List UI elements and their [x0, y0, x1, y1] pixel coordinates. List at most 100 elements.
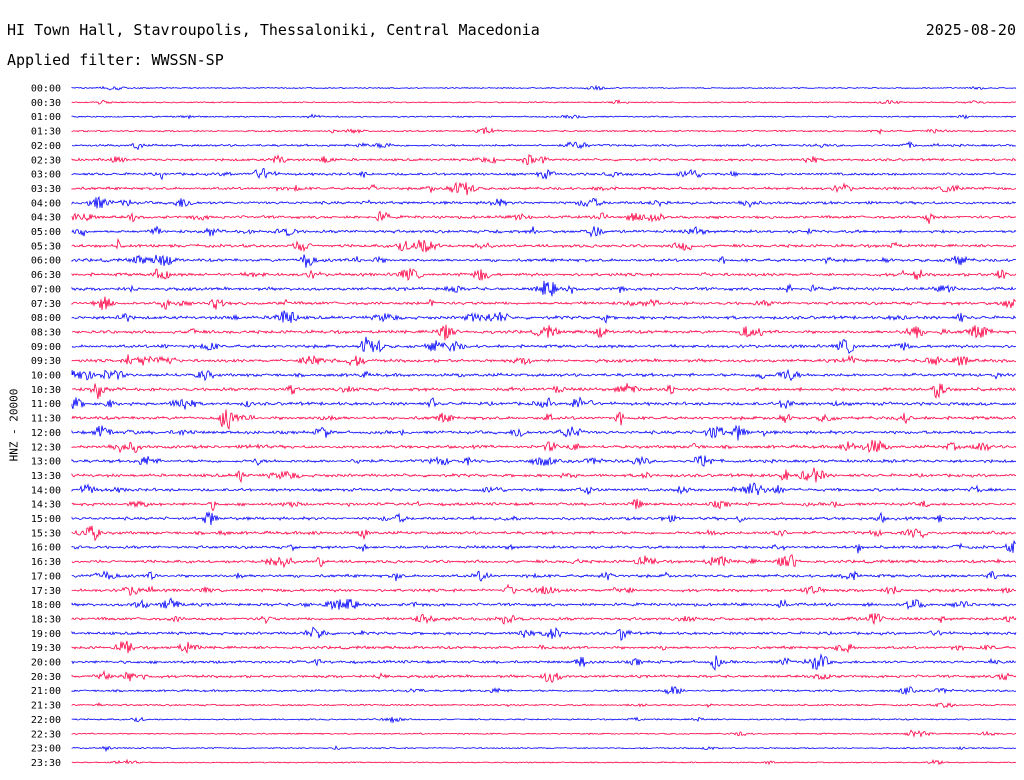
trace-row — [71, 758, 1017, 766]
trace-row — [71, 511, 1017, 526]
row-label: 10:00 — [31, 371, 61, 382]
row-label: 15:00 — [31, 514, 61, 525]
row-label: 05:30 — [31, 241, 61, 252]
trace-row — [71, 181, 1017, 196]
row-label: 12:00 — [31, 428, 61, 439]
filter-label: Applied filter: WWSSN-SP — [7, 51, 224, 69]
row-label: 06:00 — [31, 256, 61, 267]
row-label: 00:30 — [31, 98, 61, 109]
row-label: 14:00 — [31, 485, 61, 496]
row-label: 10:30 — [31, 385, 61, 396]
trace-row — [71, 640, 1017, 655]
trace-row — [71, 280, 1017, 297]
trace-row — [71, 686, 1017, 695]
row-label: 23:00 — [31, 744, 61, 755]
trace-row — [71, 84, 1017, 91]
row-label: 09:30 — [31, 356, 61, 367]
trace-row — [71, 210, 1017, 224]
trace-row — [71, 409, 1017, 430]
row-label: 03:00 — [31, 170, 61, 181]
trace-row — [71, 424, 1017, 441]
row-label: 07:30 — [31, 299, 61, 310]
trace-row — [71, 195, 1017, 209]
row-label: 01:00 — [31, 112, 61, 123]
row-label: 05:00 — [31, 227, 61, 238]
row-label: 03:30 — [31, 184, 61, 195]
trace-row — [71, 168, 1017, 181]
trace-row — [71, 113, 1017, 120]
trace-row — [71, 597, 1017, 611]
row-label: 16:00 — [31, 543, 61, 554]
row-label: 21:00 — [31, 686, 61, 697]
trace-row — [72, 324, 1017, 341]
trace-row — [71, 396, 1017, 410]
row-label: 20:00 — [31, 658, 61, 669]
trace-row — [71, 482, 1017, 496]
row-label: 18:30 — [31, 614, 61, 625]
row-label: 00:00 — [31, 84, 61, 95]
row-label: 01:30 — [31, 127, 61, 138]
row-label: 08:30 — [31, 327, 61, 338]
trace-row — [71, 613, 1017, 626]
row-label: 07:00 — [31, 284, 61, 295]
trace-row — [71, 310, 1017, 324]
trace-row — [71, 570, 1017, 582]
trace-row — [71, 336, 1017, 355]
row-label: 04:30 — [31, 213, 61, 224]
trace-row — [71, 716, 1017, 724]
trace-row — [71, 498, 1017, 512]
row-label: 21:30 — [31, 701, 61, 712]
trace-row — [71, 540, 1017, 554]
trace-row — [71, 126, 1017, 136]
trace-row — [71, 626, 1017, 641]
row-label: 14:30 — [31, 500, 61, 511]
row-label: 22:30 — [31, 729, 61, 740]
trace-row — [71, 368, 1017, 382]
row-label: 08:00 — [31, 313, 61, 324]
trace-row — [71, 670, 1017, 683]
date-label: 2025-08-20 — [925, 21, 1016, 39]
trace-row — [71, 745, 1017, 753]
trace-row — [71, 439, 1017, 454]
row-label: 11:00 — [31, 399, 61, 410]
trace-row — [71, 268, 1017, 281]
trace-row — [71, 554, 1017, 569]
trace-row — [71, 225, 1017, 238]
trace-row — [71, 383, 1017, 400]
trace-row — [71, 98, 1017, 105]
row-label: 22:00 — [31, 715, 61, 726]
trace-row — [71, 140, 1017, 151]
row-label: 23:30 — [31, 758, 61, 769]
row-label: 17:30 — [31, 586, 61, 597]
row-label: 13:30 — [31, 471, 61, 482]
trace-row — [71, 525, 1016, 542]
row-label: 12:30 — [31, 442, 61, 453]
trace-row — [71, 296, 1017, 311]
row-label: 16:30 — [31, 557, 61, 568]
row-label: 17:00 — [31, 571, 61, 582]
trace-row — [71, 583, 1017, 596]
trace-row — [71, 455, 1017, 467]
trace-row — [71, 153, 1017, 165]
trace-row — [71, 467, 1017, 484]
row-label: 20:30 — [31, 672, 61, 683]
trace-row — [71, 354, 1017, 367]
row-label: 19:00 — [31, 629, 61, 640]
row-label: 06:30 — [31, 270, 61, 281]
row-label: 15:30 — [31, 528, 61, 539]
trace-row — [71, 702, 1017, 709]
trace-row — [71, 237, 1017, 253]
row-label: 09:00 — [31, 342, 61, 353]
trace-row — [71, 729, 1017, 738]
row-label: 02:00 — [31, 141, 61, 152]
row-label: 02:30 — [31, 155, 61, 166]
row-label: 04:00 — [31, 198, 61, 209]
row-label: 19:30 — [31, 643, 61, 654]
station-title: HI Town Hall, Stavroupolis, Thessaloniki… — [7, 21, 540, 39]
row-label: 18:00 — [31, 600, 61, 611]
trace-row — [71, 254, 1017, 268]
row-label: 11:30 — [31, 414, 61, 425]
row-label: 13:00 — [31, 457, 61, 468]
trace-row — [71, 653, 1017, 672]
